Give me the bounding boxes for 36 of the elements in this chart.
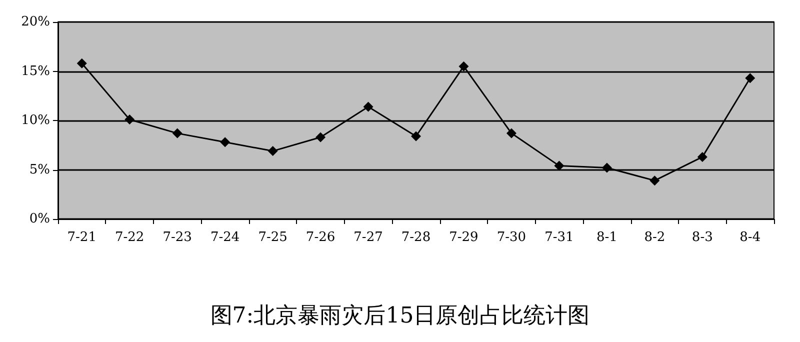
x-tick-label: 8-4	[740, 230, 761, 245]
x-tick-label: 7-23	[162, 230, 192, 245]
y-tick-label: 0%	[29, 212, 50, 226]
x-tick-label: 8-3	[692, 230, 713, 245]
x-tick-label: 7-22	[114, 230, 144, 245]
point	[316, 132, 326, 142]
point	[363, 102, 374, 112]
point	[76, 58, 87, 68]
x-tick-label: 7-28	[401, 230, 431, 245]
point	[172, 128, 182, 138]
x-tick-label: 7-31	[544, 230, 574, 245]
point	[220, 137, 230, 148]
y-tick-label: 15%	[21, 64, 50, 79]
point	[458, 61, 469, 72]
x-tick-label: 7-21	[67, 230, 96, 245]
x-tick-label: 7-26	[306, 230, 336, 245]
point	[411, 131, 421, 142]
x-tick-label: 8-2	[644, 230, 666, 245]
point	[602, 162, 612, 173]
x-tick-label: 7-30	[496, 230, 526, 245]
y-tick-label: 5%	[29, 162, 50, 178]
point	[650, 176, 660, 186]
text: 图7:北京暴雨灾后15日原创占比统计图	[210, 304, 590, 328]
point	[268, 146, 278, 156]
x-tick-label: 7-27	[354, 230, 383, 245]
point	[124, 114, 135, 125]
point	[697, 152, 708, 162]
x-tick-label: 7-29	[449, 230, 478, 245]
y-tick-label: 20%	[21, 14, 50, 30]
x-tick-label: 8-1	[596, 230, 618, 245]
x-tick-label: 7-25	[258, 230, 288, 245]
point	[506, 128, 516, 138]
point	[745, 73, 756, 84]
x-tick-label: 7-24	[210, 230, 240, 245]
y-tick-label: 10%	[21, 113, 50, 128]
point	[554, 160, 564, 171]
